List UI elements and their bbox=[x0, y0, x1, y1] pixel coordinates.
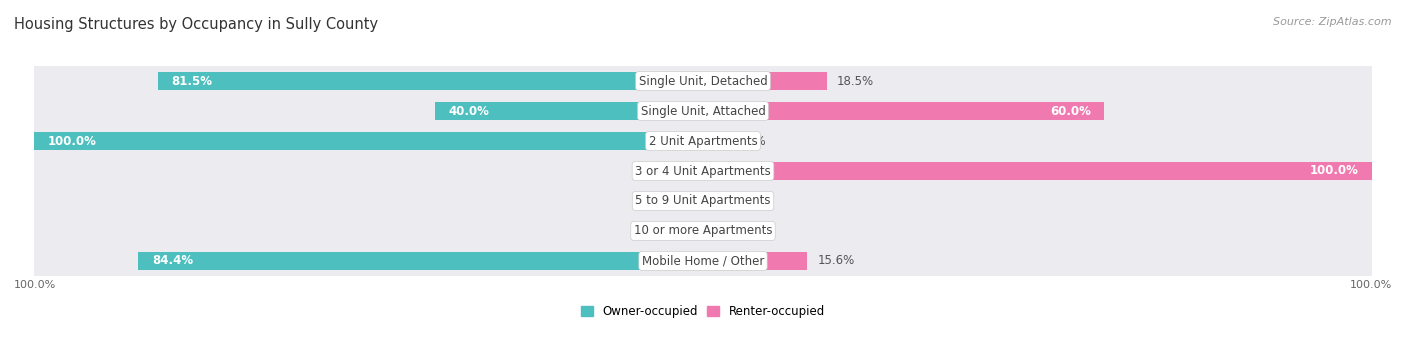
Text: 15.6%: 15.6% bbox=[817, 254, 855, 267]
Text: 0.0%: 0.0% bbox=[640, 165, 669, 177]
Bar bbox=[703, 162, 1372, 180]
Text: 100.0%: 100.0% bbox=[1309, 165, 1358, 177]
Text: Housing Structures by Occupancy in Sully County: Housing Structures by Occupancy in Sully… bbox=[14, 17, 378, 32]
Bar bbox=[34, 156, 1372, 186]
Bar bbox=[683, 192, 703, 210]
Text: Single Unit, Attached: Single Unit, Attached bbox=[641, 105, 765, 118]
Text: 5 to 9 Unit Apartments: 5 to 9 Unit Apartments bbox=[636, 195, 770, 208]
Text: 60.0%: 60.0% bbox=[1050, 105, 1091, 118]
Bar bbox=[703, 222, 723, 240]
Text: Single Unit, Detached: Single Unit, Detached bbox=[638, 75, 768, 88]
Text: 40.0%: 40.0% bbox=[449, 105, 489, 118]
Text: 2 Unit Apartments: 2 Unit Apartments bbox=[648, 134, 758, 147]
Text: 100.0%: 100.0% bbox=[48, 134, 97, 147]
Text: 100.0%: 100.0% bbox=[14, 280, 56, 290]
Bar bbox=[34, 126, 1372, 156]
Bar bbox=[703, 72, 827, 90]
Legend: Owner-occupied, Renter-occupied: Owner-occupied, Renter-occupied bbox=[576, 300, 830, 323]
Text: 0.0%: 0.0% bbox=[640, 224, 669, 237]
Text: 0.0%: 0.0% bbox=[737, 134, 766, 147]
Text: 0.0%: 0.0% bbox=[737, 224, 766, 237]
Text: Mobile Home / Other: Mobile Home / Other bbox=[641, 254, 765, 267]
Bar bbox=[34, 96, 1372, 126]
Bar bbox=[703, 192, 723, 210]
Bar bbox=[34, 66, 1372, 96]
Text: 18.5%: 18.5% bbox=[837, 75, 875, 88]
Text: 0.0%: 0.0% bbox=[640, 195, 669, 208]
Bar bbox=[703, 252, 807, 270]
Text: 81.5%: 81.5% bbox=[172, 75, 212, 88]
Bar bbox=[34, 132, 703, 150]
Text: 3 or 4 Unit Apartments: 3 or 4 Unit Apartments bbox=[636, 165, 770, 177]
Text: Source: ZipAtlas.com: Source: ZipAtlas.com bbox=[1274, 17, 1392, 27]
Text: 0.0%: 0.0% bbox=[737, 195, 766, 208]
Bar bbox=[703, 132, 723, 150]
Bar bbox=[157, 72, 703, 90]
Bar bbox=[436, 102, 703, 120]
Text: 100.0%: 100.0% bbox=[1350, 280, 1392, 290]
Bar bbox=[34, 246, 1372, 276]
Text: 10 or more Apartments: 10 or more Apartments bbox=[634, 224, 772, 237]
Bar bbox=[138, 252, 703, 270]
Text: 84.4%: 84.4% bbox=[152, 254, 193, 267]
Bar bbox=[34, 216, 1372, 246]
Bar bbox=[703, 102, 1104, 120]
Bar bbox=[683, 222, 703, 240]
Bar bbox=[34, 186, 1372, 216]
Bar bbox=[683, 162, 703, 180]
